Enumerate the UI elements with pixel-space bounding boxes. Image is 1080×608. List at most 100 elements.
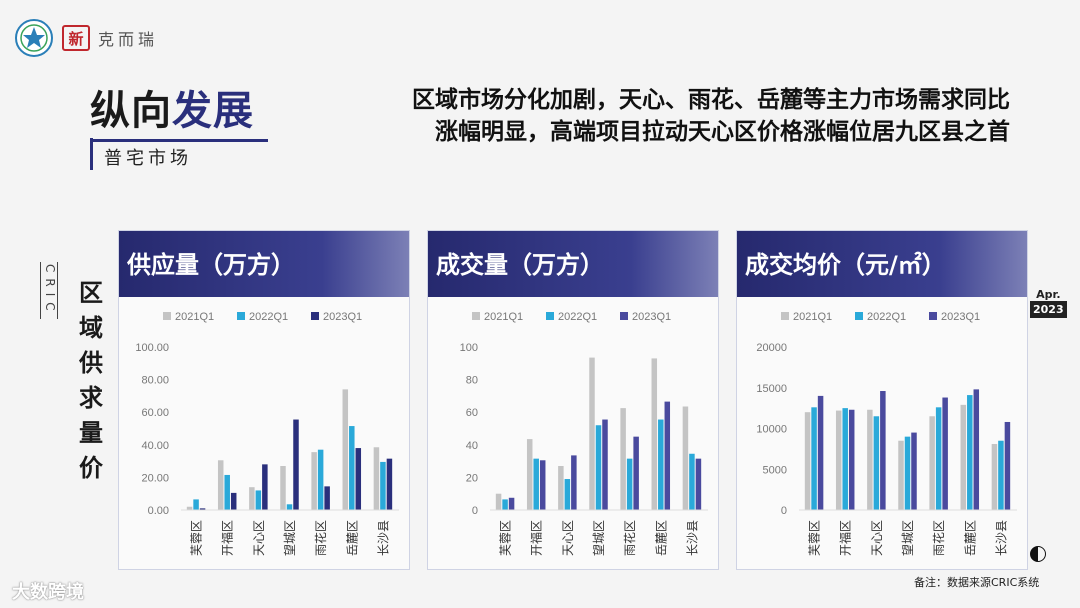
- bar: [664, 401, 671, 510]
- bar: [224, 474, 230, 510]
- chart-panel-deal: 成交量（万方） 2021Q1 2022Q1 2023Q1 0 20 40 60 80 100 芙蓉…: [427, 230, 719, 570]
- legend-label: 2023Q1: [323, 311, 362, 323]
- x-tick-label: 开福区: [838, 520, 853, 556]
- page-subtitle: 普宅市场: [104, 148, 192, 169]
- bar: [695, 458, 702, 510]
- chart-supply: 2021Q1 2022Q1 2023Q1 0.00 20.00 40.00 60.00 80.…: [135, 311, 399, 556]
- bar: [626, 458, 633, 510]
- bar: [199, 508, 206, 510]
- y-tick-label: 80.00: [141, 375, 169, 387]
- bar: [539, 460, 546, 510]
- bar: [991, 443, 998, 510]
- logo-area: 新 克而瑞: [14, 18, 158, 58]
- bar: [526, 439, 533, 510]
- x-tick-label: 长沙县: [994, 520, 1008, 556]
- association-logo-icon: [15, 19, 53, 57]
- y-tick-label: 40.00: [141, 440, 169, 452]
- x-tick-label: 望城区: [283, 520, 297, 556]
- bar: [998, 440, 1004, 510]
- bar: [942, 397, 948, 510]
- date-month: Apr.: [1036, 288, 1061, 301]
- bar: [848, 409, 855, 510]
- legend-item: 2022Q1: [546, 311, 597, 323]
- bar: [811, 407, 817, 510]
- bar: [317, 449, 324, 510]
- bar: [508, 497, 515, 510]
- y-tick-label: 10000: [756, 424, 787, 436]
- x-tick-label: 望城区: [592, 520, 606, 556]
- watermark: 大数跨境: [12, 582, 84, 603]
- x-tick-label: 长沙县: [376, 520, 390, 556]
- title-part-1: 纵向: [90, 88, 172, 134]
- bar: [595, 425, 602, 510]
- bar: [280, 465, 286, 510]
- headline-line-2: 涨幅明显，高端项目拉动天心区价格涨幅位居九区县之首: [435, 119, 1010, 145]
- x-tick-label: 岳麓区: [963, 520, 977, 556]
- chart-deal: 2021Q1 2022Q1 2023Q1 0 20 40 60 80 100 芙蓉区 开福区 天心区 望…: [460, 311, 708, 556]
- bar: [911, 432, 917, 510]
- bar: [620, 408, 626, 510]
- bar: [835, 410, 842, 510]
- bar: [1004, 421, 1011, 510]
- bar: [186, 506, 193, 510]
- bar: [342, 389, 349, 510]
- bar: [230, 492, 237, 510]
- bar: [651, 358, 658, 510]
- legend-swatch: [620, 312, 628, 320]
- bar: [571, 455, 577, 510]
- bar: [533, 458, 539, 510]
- bar: [217, 460, 224, 510]
- legend-item: 2023Q1: [620, 311, 671, 323]
- y-tick-label: 80: [466, 375, 478, 387]
- x-tick-label: 雨花区: [622, 520, 637, 556]
- x-tick-label: 天心区: [561, 520, 575, 556]
- chart-panel-price: 成交均价（元/㎡） 2021Q1 2022Q1 2023Q1 0 5000 10000 15…: [736, 230, 1028, 570]
- headline: 区域市场分化加剧，天心、雨花、岳麓等主力市场需求同比 涨幅明显，高端项目拉动天心…: [290, 84, 1010, 148]
- y-tick-label: 0.00: [148, 505, 169, 517]
- date-badge: Apr. 2023: [1030, 288, 1067, 318]
- y-tick-label: 0: [472, 505, 478, 517]
- y-tick-label: 60.00: [141, 407, 169, 419]
- bar: [293, 419, 299, 510]
- bar: [324, 486, 330, 510]
- y-tick-label: 20: [466, 472, 478, 484]
- legend-label: 2022Q1: [249, 311, 288, 323]
- title-underline: [90, 139, 268, 142]
- x-tick-label: 长沙县: [685, 520, 699, 556]
- bar: [355, 448, 362, 510]
- footnote: 备注：数据来源CRIC系统: [914, 576, 1040, 589]
- bar: [286, 504, 293, 510]
- x-tick-label: 芙蓉区: [808, 520, 822, 556]
- bar: [380, 461, 386, 510]
- bar: [255, 490, 262, 510]
- bar: [867, 409, 873, 510]
- legend-item: 2021Q1: [472, 311, 523, 323]
- x-tick-label: 岳麓区: [345, 520, 359, 556]
- side-cric: CRIC: [40, 262, 58, 319]
- y-tick-label: 60: [466, 407, 478, 419]
- bar: [349, 426, 355, 510]
- legend-swatch: [546, 312, 554, 320]
- bar: [311, 452, 317, 510]
- chart-title-deal: 成交量（万方）: [428, 231, 718, 297]
- bar: [249, 487, 255, 510]
- brand-seal: 新: [62, 25, 90, 51]
- title-part-2: 发展: [172, 88, 254, 134]
- legend-swatch: [311, 312, 319, 320]
- bar: [904, 436, 911, 510]
- x-tick-label: 开福区: [529, 520, 544, 556]
- bar: [193, 499, 199, 510]
- side-title: 区域供求量价: [79, 279, 103, 482]
- chart-panel-supply: 供应量（万方） 2021Q1 2022Q1 2023Q1 0.00 20.00 40.00…: [118, 230, 410, 570]
- page-title: 纵向发展: [90, 86, 268, 136]
- x-tick-label: 雨花区: [931, 520, 946, 556]
- bar: [602, 419, 608, 510]
- x-tick-label: 芙蓉区: [190, 520, 204, 556]
- bar: [929, 416, 935, 510]
- legend-swatch: [237, 312, 245, 320]
- legend-swatch: [929, 312, 937, 320]
- legend-swatch: [472, 312, 480, 320]
- y-tick-label: 20.00: [141, 472, 169, 484]
- bar: [935, 407, 942, 510]
- legend-item: 2022Q1: [237, 311, 288, 323]
